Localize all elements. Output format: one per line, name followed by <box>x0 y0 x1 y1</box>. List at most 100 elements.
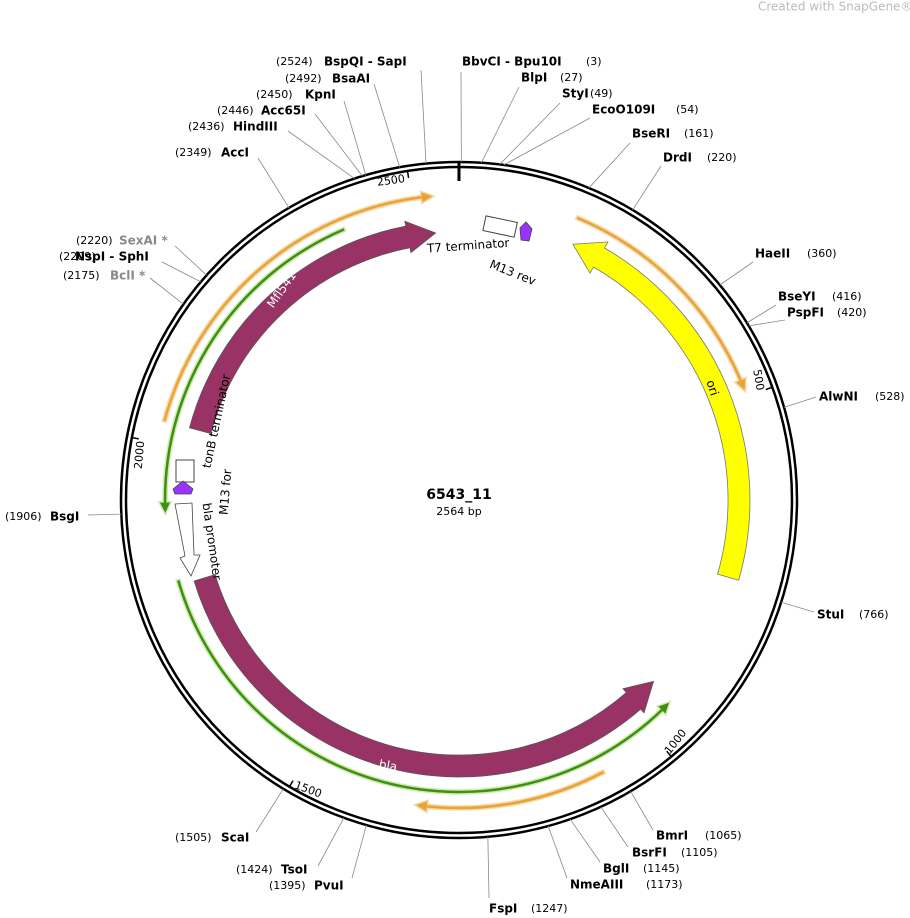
plasmid-length: 2564 bp <box>436 505 481 518</box>
feature-arc <box>412 768 607 814</box>
enzyme-leader <box>499 102 561 165</box>
enzyme-position: (2492) <box>285 72 322 85</box>
ring-tick <box>666 750 673 758</box>
plasmid-name: 6543_11 <box>426 487 491 503</box>
enzyme-name: BsrFI <box>632 846 667 860</box>
enzyme-name: Acc65I <box>261 104 306 118</box>
enzyme-position: (2524) <box>276 55 313 68</box>
ring-tick <box>130 436 139 440</box>
enzyme-position: (2446) <box>217 104 254 117</box>
enzyme-leader <box>87 513 122 516</box>
enzyme-name: PvuI <box>314 879 344 893</box>
enzyme-name: AccI <box>221 146 249 160</box>
enzyme-leader <box>783 396 817 408</box>
feature-label: T7 terminator <box>425 236 509 256</box>
enzyme-position: (1906) <box>5 510 42 523</box>
m13-rev-arrow <box>519 221 533 242</box>
enzyme-position: (161) <box>684 127 714 140</box>
enzyme-name: FspI <box>489 902 517 916</box>
enzyme-name: TsoI <box>281 863 307 877</box>
enzyme-position: (420) <box>837 306 867 319</box>
enzyme-position: (3) <box>586 55 602 68</box>
enzyme-name: AlwNI <box>819 390 858 404</box>
ring-tick-label: 2000 <box>132 440 147 469</box>
enzyme-position: (54) <box>676 103 699 116</box>
enzyme-name: NspI - SphI <box>75 250 149 264</box>
enzyme-leader <box>503 117 591 166</box>
enzyme-leader <box>630 791 654 831</box>
enzyme-leader <box>161 261 202 283</box>
enzyme-position: (2209) <box>59 250 96 263</box>
enzyme-position: (416) <box>832 290 862 303</box>
enzyme-name: DrdI <box>663 151 692 165</box>
enzyme-name: ScaI <box>221 831 249 845</box>
tonb-terminator-box <box>175 459 195 483</box>
feature-label: M13 rev <box>488 257 538 288</box>
ring-tick-label: 2500 <box>376 172 406 189</box>
enzyme-name: HaeII <box>755 247 790 261</box>
enzyme-leader <box>257 157 290 209</box>
enzyme-position: (1247) <box>531 902 568 915</box>
enzyme-leader <box>351 824 367 879</box>
enzyme-name: BseYI <box>778 290 816 304</box>
enzyme-name: BlpI <box>521 71 547 85</box>
enzyme-position: (1424) <box>236 863 273 876</box>
enzyme-leader <box>314 113 363 177</box>
enzyme-leader <box>781 601 815 613</box>
enzyme-leader <box>481 86 520 163</box>
enzyme-leader <box>748 319 786 327</box>
t7-terminator-box <box>482 215 518 238</box>
ring-tick-label: 500 <box>750 368 766 391</box>
watermark: Created with SnapGene® <box>758 0 910 14</box>
enzyme-name: BmrI <box>656 829 688 843</box>
enzyme-leader <box>287 130 355 179</box>
enzyme-leader <box>487 836 490 899</box>
enzyme-name: StuI <box>817 608 844 622</box>
enzyme-position: (2349) <box>175 146 212 159</box>
enzyme-leader <box>569 818 601 863</box>
enzyme-leader <box>343 100 367 176</box>
enzyme-leader <box>373 83 401 168</box>
enzyme-leader <box>588 142 631 189</box>
enzyme-name: BsgI <box>50 510 79 524</box>
enzyme-position: (49) <box>590 87 613 100</box>
feature-arc <box>157 226 347 517</box>
enzyme-name: BbvCI - Bpu10I <box>462 55 562 69</box>
enzyme-name: BspQI - SapI <box>324 55 407 69</box>
enzyme-leader <box>255 788 284 833</box>
ring-tick <box>288 780 294 788</box>
enzyme-name: StyI <box>562 87 589 101</box>
enzyme-leader <box>174 245 207 276</box>
feature-arc <box>175 578 672 795</box>
enzyme-position: (766) <box>859 608 889 621</box>
enzyme-position: (220) <box>707 151 737 164</box>
enzyme-leader <box>632 165 662 211</box>
ori-arrow <box>572 241 751 581</box>
enzyme-position: (1145) <box>643 862 680 875</box>
feature-arc <box>574 214 747 394</box>
enzyme-position: (528) <box>875 390 905 403</box>
enzyme-name: BseRI <box>632 127 670 141</box>
bla-arrow <box>193 574 655 778</box>
enzyme-position: (2220) <box>76 234 113 247</box>
m13-for-arrow <box>172 480 194 495</box>
enzyme-position: (2450) <box>256 88 293 101</box>
enzyme-position: (1105) <box>681 846 718 859</box>
enzyme-position: (27) <box>560 71 583 84</box>
enzyme-leader <box>317 817 345 867</box>
enzyme-position: (1065) <box>705 829 742 842</box>
enzyme-leader <box>149 277 184 305</box>
enzyme-name: BglI <box>603 862 629 876</box>
enzyme-position: (2175) <box>63 269 100 282</box>
bla-promoter-arrow <box>174 502 201 577</box>
ring-tick <box>406 169 410 179</box>
ring-tick <box>765 386 774 391</box>
enzyme-name: SexAI * <box>119 234 168 248</box>
enzyme-leader <box>719 261 754 286</box>
enzyme-name: HindIII <box>233 120 278 134</box>
enzyme-name: PspFI <box>787 306 824 320</box>
enzyme-name: KpnI <box>305 88 336 102</box>
feature-arc <box>161 190 436 424</box>
feature-label: bla <box>378 757 398 774</box>
